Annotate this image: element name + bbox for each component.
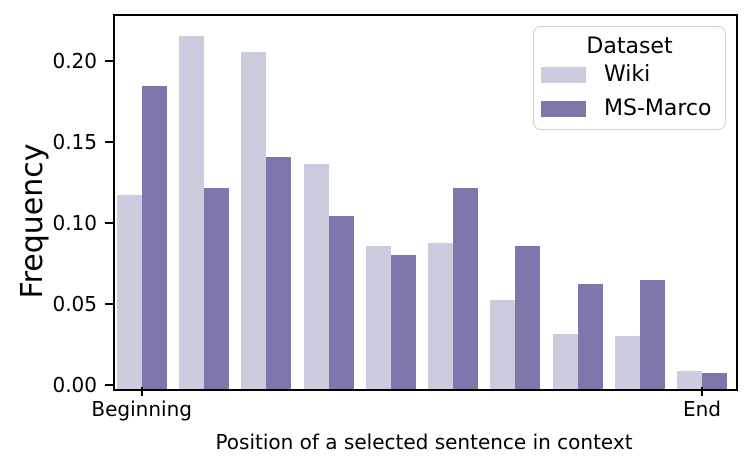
x-tick-label: End — [682, 397, 722, 421]
legend: Dataset Wiki MS-Marco — [533, 26, 726, 130]
legend-swatch-ms-marco — [541, 101, 586, 117]
bar-ms-marco-2 — [204, 188, 229, 389]
bar-wiki-8 — [552, 334, 578, 389]
y-tick-label: 0.20 — [52, 49, 97, 73]
bar-ms-marco-5 — [390, 255, 416, 389]
y-tick-mark — [105, 303, 113, 305]
legend-swatch-wiki — [541, 67, 586, 83]
legend-title: Dataset — [586, 34, 673, 59]
bar-wiki-7 — [490, 300, 516, 389]
x-tick-label: Beginning — [91, 397, 192, 421]
y-tick-label: 0.15 — [52, 130, 97, 154]
bar-wiki-1 — [116, 195, 142, 389]
bar-ms-marco-3 — [266, 157, 292, 389]
x-tick-mark — [701, 387, 703, 396]
y-tick-label: 0.00 — [52, 373, 97, 397]
bar-ms-marco-4 — [328, 216, 354, 389]
x-axis-label: Position of a selected sentence in conte… — [215, 430, 633, 454]
bar-ms-marco-7 — [515, 246, 541, 389]
y-tick-label: 0.05 — [52, 292, 97, 316]
bar-ms-marco-9 — [639, 280, 665, 389]
bar-wiki-5 — [365, 246, 391, 389]
y-tick-label: 0.10 — [52, 211, 97, 235]
y-tick-mark — [105, 60, 113, 62]
bars-layer — [115, 16, 736, 389]
y-tick-mark — [105, 141, 113, 143]
bar-ms-marco-6 — [453, 188, 478, 389]
bar-wiki-2 — [179, 36, 204, 389]
bar-wiki-9 — [614, 336, 640, 389]
legend-label-ms-marco: MS-Marco — [604, 96, 712, 121]
legend-label-wiki: Wiki — [604, 62, 651, 87]
bar-ms-marco-8 — [577, 284, 603, 389]
bar-wiki-4 — [303, 164, 329, 389]
bar-ms-marco-1 — [141, 86, 167, 389]
bar-wiki-10 — [677, 371, 702, 389]
x-tick-mark — [140, 387, 143, 396]
bar-wiki-6 — [428, 243, 453, 389]
bar-wiki-3 — [241, 52, 267, 389]
y-tick-mark — [105, 384, 113, 386]
y-tick-mark — [105, 222, 113, 224]
bar-ms-marco-10 — [702, 373, 727, 389]
